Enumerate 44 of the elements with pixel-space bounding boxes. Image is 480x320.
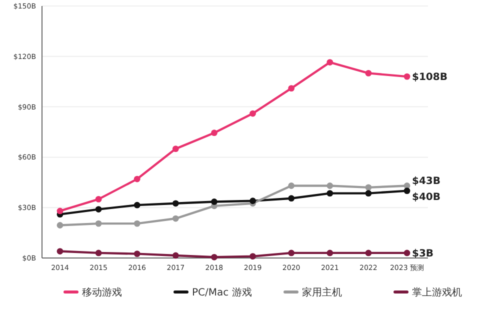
legend-label: 家用主机	[302, 286, 342, 298]
point	[326, 182, 334, 189]
point	[365, 70, 372, 76]
point	[95, 206, 102, 212]
point	[250, 253, 256, 260]
point	[172, 215, 179, 222]
point	[288, 195, 295, 202]
point	[172, 146, 179, 152]
point	[211, 130, 218, 136]
annotation: $3B	[412, 248, 434, 260]
legend-label: PC/Mac 游戏	[192, 286, 252, 298]
point	[326, 59, 334, 66]
point	[172, 200, 179, 207]
point	[250, 110, 256, 117]
annotation: $108B	[412, 72, 448, 84]
point	[95, 220, 102, 227]
point	[134, 176, 140, 182]
point	[288, 182, 295, 189]
annotation: $43B	[412, 176, 440, 187]
point	[95, 196, 102, 202]
point	[134, 250, 140, 257]
point	[56, 248, 64, 254]
point	[56, 222, 64, 228]
point	[404, 73, 410, 80]
point	[172, 252, 179, 259]
point	[326, 190, 334, 197]
point	[211, 198, 218, 205]
point	[134, 202, 140, 208]
point	[365, 250, 372, 256]
point	[365, 190, 372, 197]
point	[56, 208, 64, 214]
point	[95, 250, 102, 256]
point	[288, 85, 295, 92]
point	[365, 184, 372, 191]
point	[326, 250, 334, 256]
annotation: $40B	[412, 192, 440, 203]
point	[134, 220, 140, 227]
point	[404, 250, 410, 256]
point	[211, 254, 218, 260]
point	[288, 250, 295, 256]
legend-label: 掌上游戏机	[412, 286, 462, 298]
legend-label: 移动游戏	[82, 286, 122, 298]
point	[404, 188, 410, 194]
point	[250, 198, 256, 204]
